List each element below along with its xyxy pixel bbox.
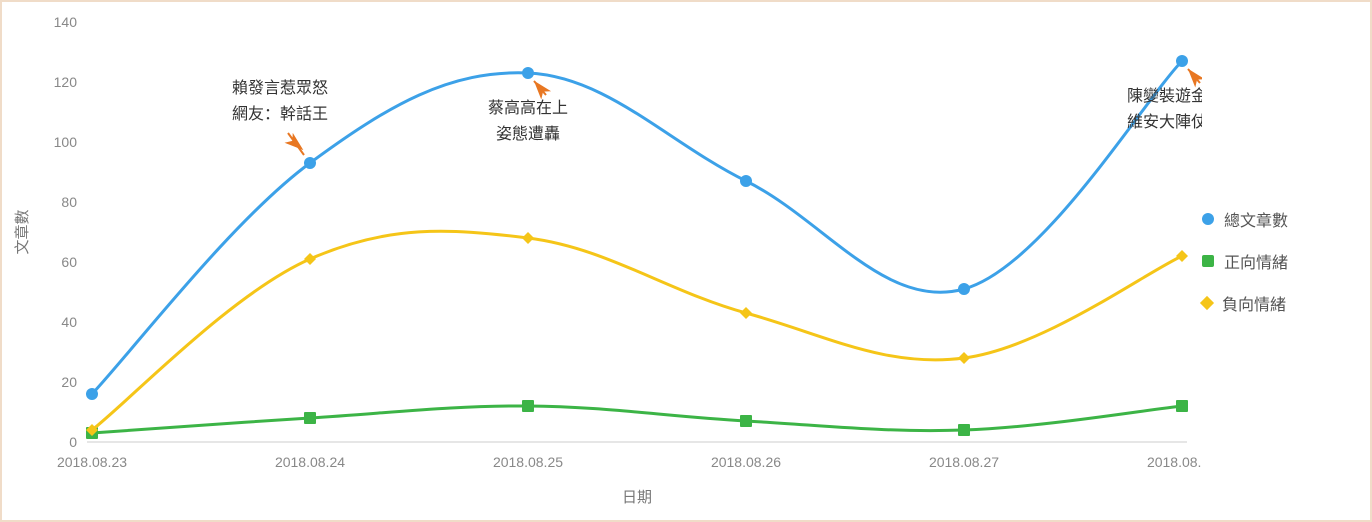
x-tick-label: 2018.08.27 xyxy=(929,454,999,470)
chart-svg: 0 20 40 60 80 100 120 140 2018.08.23 2018.08.24 20… xyxy=(2,2,1202,520)
y-tick-label: 20 xyxy=(61,374,77,390)
series-marker xyxy=(522,232,534,244)
series-marker xyxy=(304,253,316,265)
annotation-text: 陳變裝遊金門 xyxy=(1127,87,1202,105)
series-marker xyxy=(522,400,534,412)
x-tick-label: 2018.08.28 xyxy=(1147,454,1202,470)
legend-label: 負向情緒 xyxy=(1222,291,1286,315)
y-tick-label: 40 xyxy=(61,314,77,330)
series-marker xyxy=(1176,55,1188,67)
series-marker xyxy=(740,307,752,319)
annotation: 蔡高高在上姿態遭轟 xyxy=(488,77,568,143)
y-axis-label: 文章數 xyxy=(13,209,31,254)
annotation-arrow-icon xyxy=(285,133,308,155)
x-axis-label: 日期 xyxy=(622,489,652,506)
series-marker xyxy=(740,415,752,427)
x-tick-label: 2018.08.24 xyxy=(275,454,345,470)
annotation-text: 網友：幹話王 xyxy=(232,104,328,123)
y-tick-label: 120 xyxy=(54,74,78,90)
chart-plot-area: 0 20 40 60 80 100 120 140 2018.08.23 2018.08.24 20… xyxy=(2,2,1202,520)
series-marker xyxy=(1176,400,1188,412)
y-tick-label: 60 xyxy=(61,254,77,270)
legend-label: 總文章數 xyxy=(1224,207,1288,231)
x-tick-label: 2018.08.25 xyxy=(493,454,563,470)
series-marker xyxy=(740,175,752,187)
series-marker xyxy=(86,388,98,400)
legend-swatch-icon xyxy=(1202,255,1214,267)
y-tick-label: 140 xyxy=(54,14,78,30)
annotation-text: 姿態遭轟 xyxy=(496,125,560,143)
series-line xyxy=(92,406,1182,433)
legend-swatch-icon xyxy=(1202,213,1214,225)
series-marker xyxy=(958,352,970,364)
annotation-arrow-icon xyxy=(1183,65,1202,88)
series-marker xyxy=(304,412,316,424)
y-tick-label: 100 xyxy=(54,134,78,150)
annotation: 賴發言惹眾怒網友：幹話王 xyxy=(232,79,328,155)
annotation: 陳變裝遊金門維安大陣仗遭批 xyxy=(1127,65,1202,131)
legend-item[interactable]: 負向情緒 xyxy=(1202,291,1350,315)
series-marker xyxy=(522,67,534,79)
legend-item[interactable]: 正向情緒 xyxy=(1202,249,1350,273)
series-marker xyxy=(1176,250,1188,262)
legend-label: 正向情緒 xyxy=(1224,249,1288,273)
series-line xyxy=(92,231,1182,430)
annotation-text: 維安大陣仗遭批 xyxy=(1127,113,1202,131)
annotation-text: 蔡高高在上 xyxy=(488,99,568,117)
legend: 總文章數正向情緒負向情緒 xyxy=(1202,2,1370,520)
annotation-arrow-icon xyxy=(529,77,551,100)
series-marker xyxy=(958,283,970,295)
series-marker xyxy=(304,157,316,169)
x-tick-label: 2018.08.23 xyxy=(57,454,127,470)
annotation-text: 賴發言惹眾怒 xyxy=(232,79,328,97)
legend-item[interactable]: 總文章數 xyxy=(1202,207,1350,231)
y-tick-label: 80 xyxy=(61,194,77,210)
y-tick-label: 0 xyxy=(69,434,77,450)
legend-swatch-icon xyxy=(1200,296,1214,310)
chart-frame: 0 20 40 60 80 100 120 140 2018.08.23 2018.08.24 20… xyxy=(0,0,1372,522)
series-marker xyxy=(958,424,970,436)
x-tick-label: 2018.08.26 xyxy=(711,454,781,470)
